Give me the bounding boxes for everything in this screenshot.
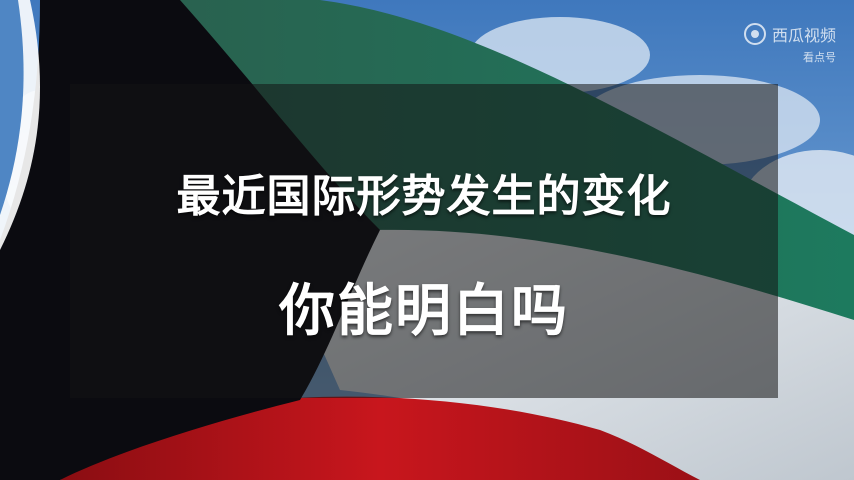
watermark: 西瓜视频 看点号: [743, 22, 836, 65]
caption-line-1: 最近国际形势发生的变化: [176, 171, 672, 222]
watermark-row: 西瓜视频: [743, 22, 836, 46]
play-circle-icon: [743, 23, 766, 45]
watermark-sub: 看点号: [803, 51, 836, 64]
caption-backdrop: [70, 84, 778, 398]
watermark-brand: 西瓜视频: [771, 26, 836, 45]
caption-line-2: 你能明白吗: [279, 279, 569, 344]
